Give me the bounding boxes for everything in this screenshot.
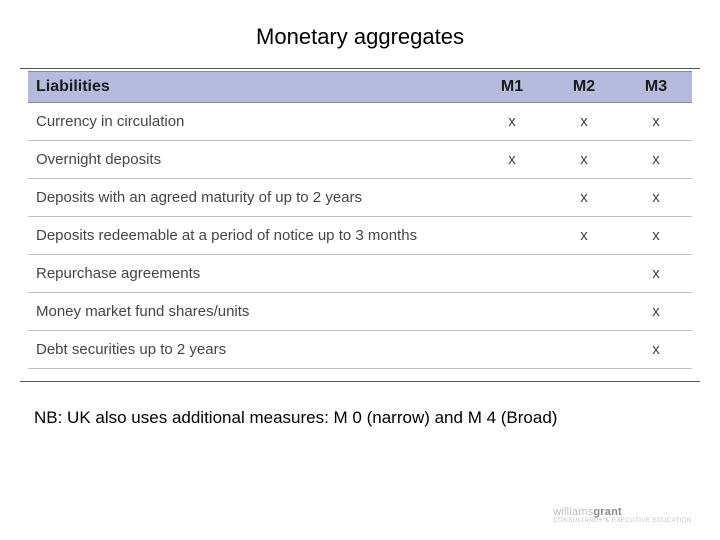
table-row: Deposits redeemable at a period of notic… <box>28 217 692 255</box>
row-label: Currency in circulation <box>28 113 476 130</box>
table-row: Debt securities up to 2 years x <box>28 331 692 369</box>
footnote: NB: UK also uses additional measures: M … <box>0 382 720 428</box>
row-label: Deposits with an agreed maturity of up t… <box>28 189 476 206</box>
cell-m2: x <box>548 227 620 244</box>
cell-m3: x <box>620 151 692 168</box>
row-label: Debt securities up to 2 years <box>28 341 476 358</box>
cell-m1: x <box>476 113 548 130</box>
header-label: Liabilities <box>28 78 476 96</box>
logo-part1: williams <box>553 506 593 518</box>
cell-m3: x <box>620 265 692 282</box>
logo: williamsgrant CONSULTANCY & EXECUTIVE ED… <box>553 506 692 524</box>
logo-part2: grant <box>593 506 622 518</box>
table-row: Overnight deposits x x x <box>28 141 692 179</box>
logo-subtitle: CONSULTANCY & EXECUTIVE EDUCATION <box>553 518 692 524</box>
cell-m3: x <box>620 189 692 206</box>
aggregates-table: Liabilities M1 M2 M3 Currency in circula… <box>28 71 692 369</box>
cell-m3: x <box>620 113 692 130</box>
table-row: Deposits with an agreed maturity of up t… <box>28 179 692 217</box>
table-row: Currency in circulation x x x <box>28 103 692 141</box>
table-row: Repurchase agreements x <box>28 255 692 293</box>
top-rule <box>20 68 700 69</box>
header-col-m1: M1 <box>476 78 548 96</box>
cell-m3: x <box>620 341 692 358</box>
header-col-m3: M3 <box>620 78 692 96</box>
cell-m3: x <box>620 303 692 320</box>
cell-m1: x <box>476 151 548 168</box>
row-label: Deposits redeemable at a period of notic… <box>28 227 476 244</box>
cell-m3: x <box>620 227 692 244</box>
cell-m2: x <box>548 189 620 206</box>
row-label: Overnight deposits <box>28 151 476 168</box>
row-label: Repurchase agreements <box>28 265 476 282</box>
row-label: Money market fund shares/units <box>28 303 476 320</box>
header-col-m2: M2 <box>548 78 620 96</box>
page-title: Monetary aggregates <box>0 0 720 68</box>
table-header-row: Liabilities M1 M2 M3 <box>28 71 692 103</box>
table-row: Money market fund shares/units x <box>28 293 692 331</box>
cell-m2: x <box>548 113 620 130</box>
cell-m2: x <box>548 151 620 168</box>
